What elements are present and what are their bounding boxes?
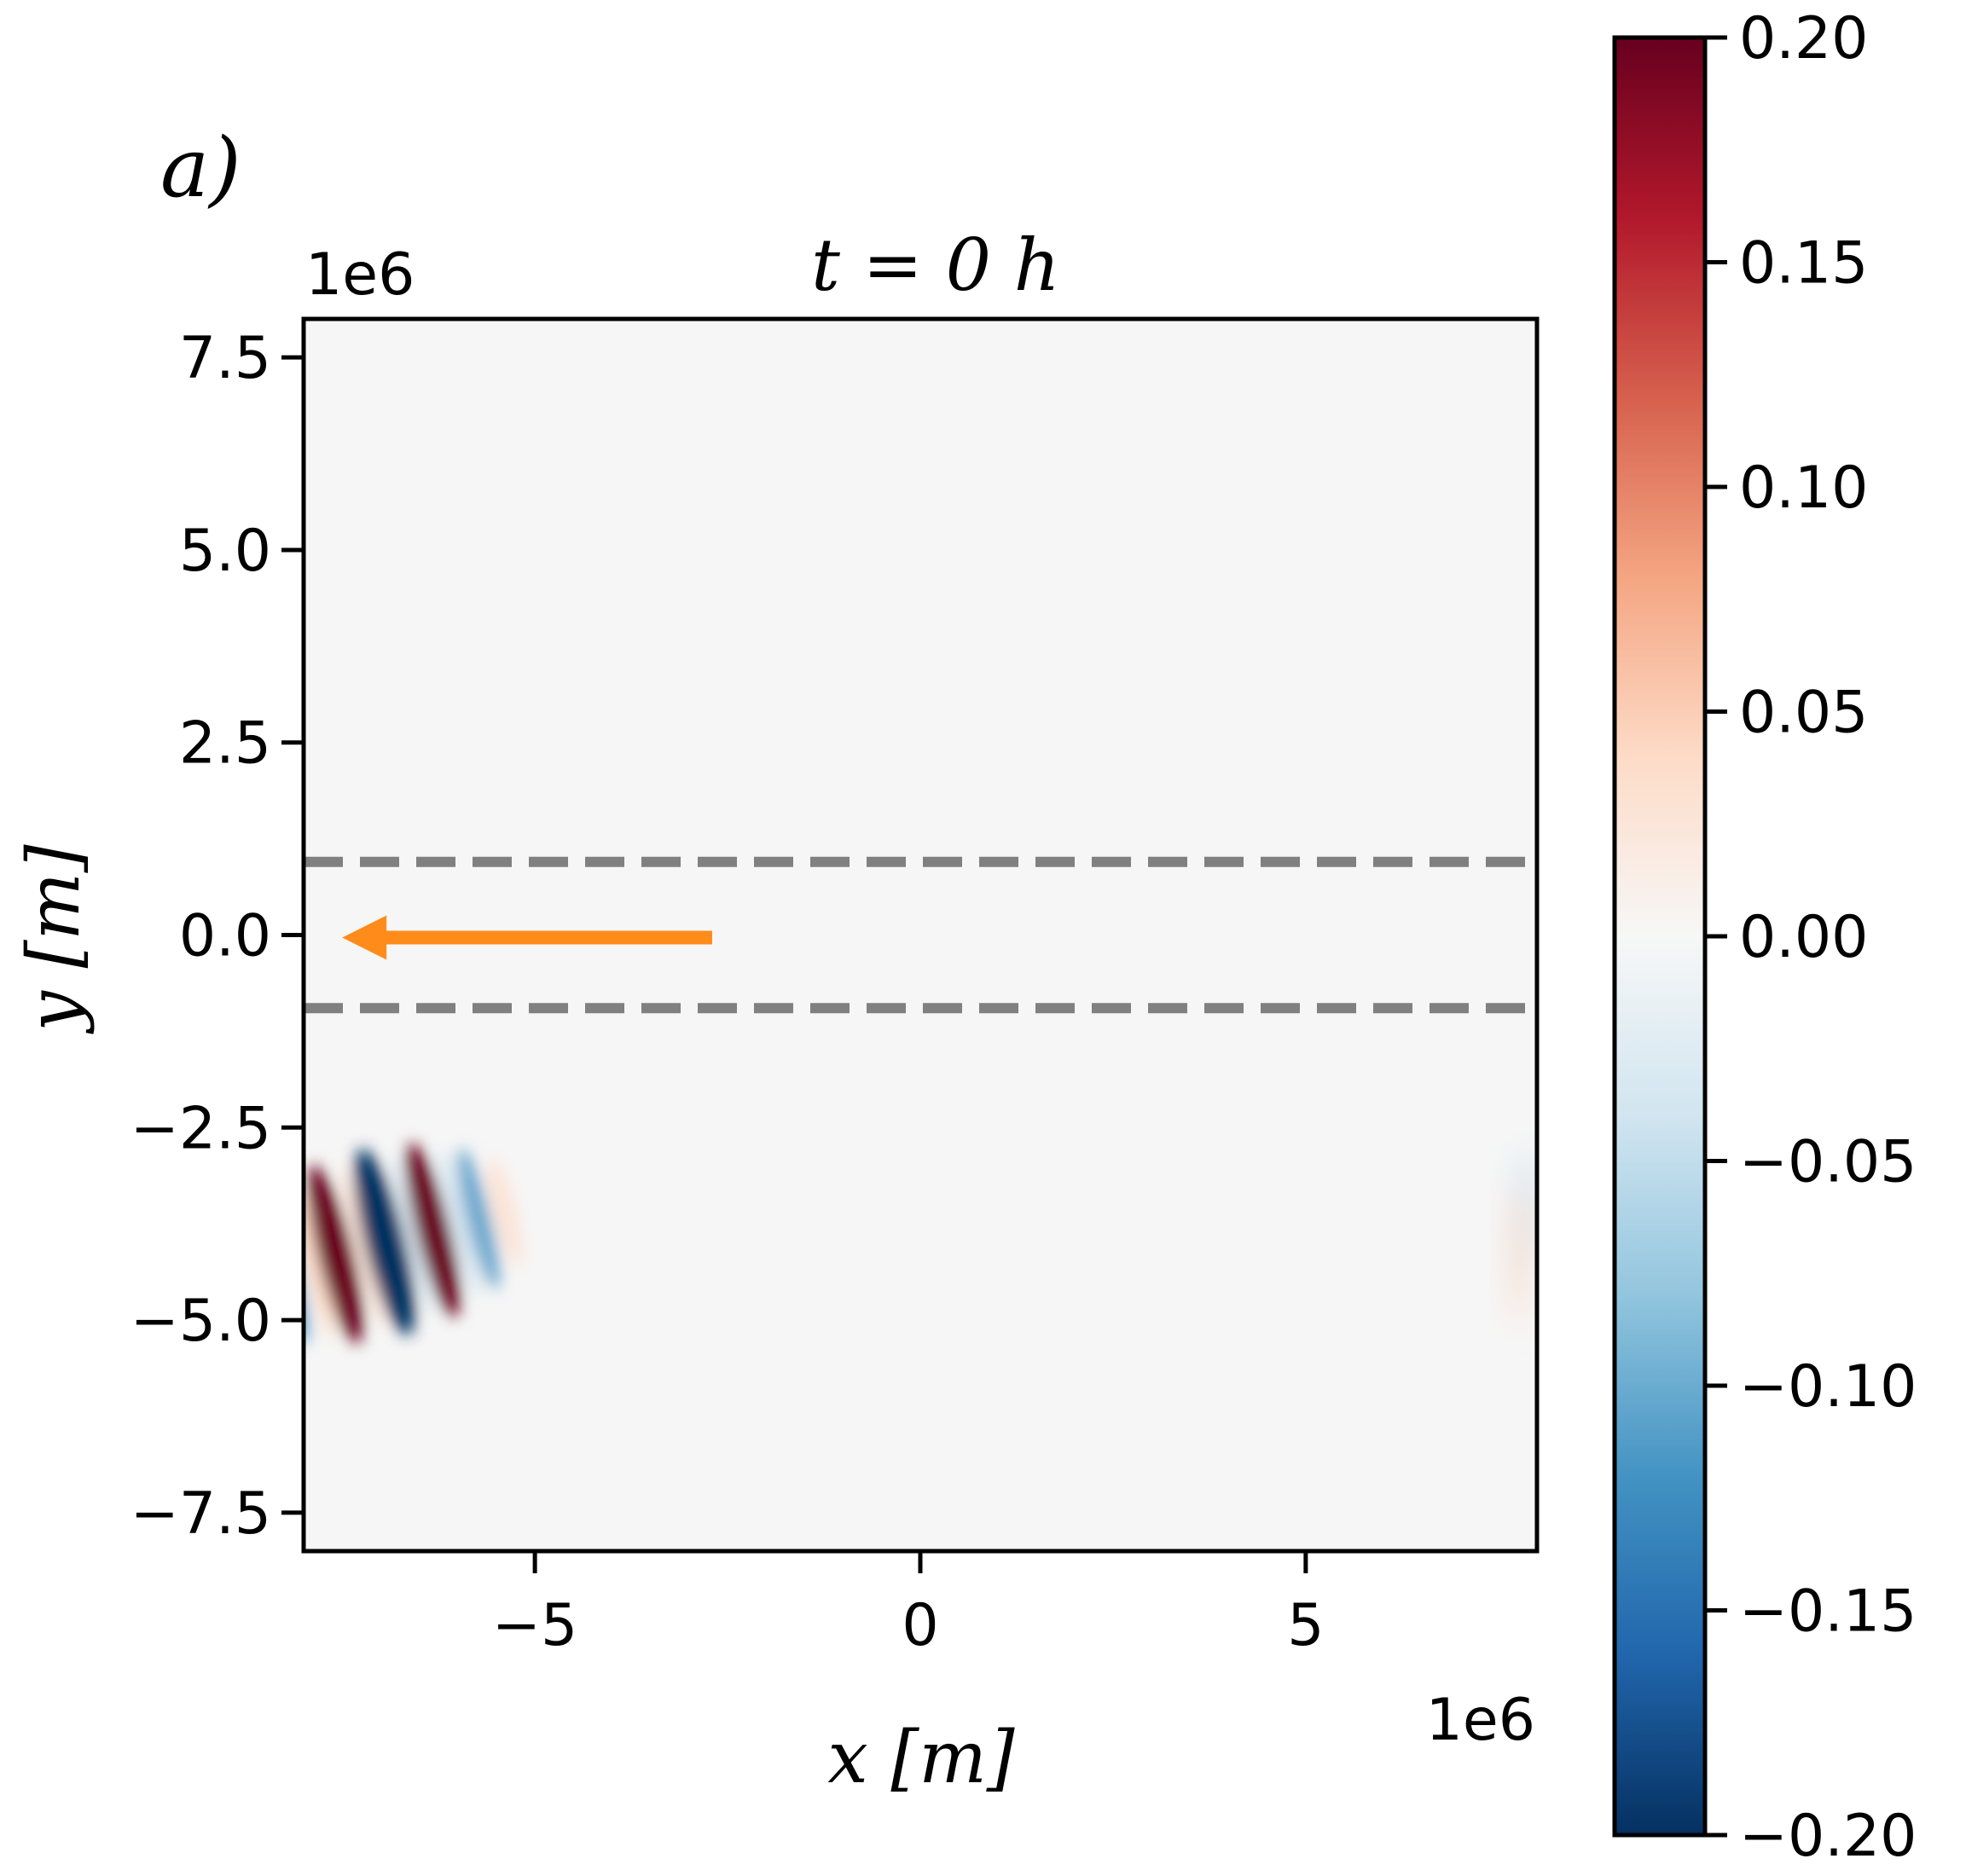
wave-stripe-10: [487, 1158, 523, 1266]
wave-stripe-6: [390, 1152, 434, 1318]
x-tick-label: 0: [902, 1592, 938, 1659]
y-tick-label: 7.5: [179, 325, 271, 392]
x-tick-label: 5: [1287, 1592, 1324, 1659]
colorbar-tick-label: 0.00: [1739, 904, 1868, 971]
wave-faint-red: [1506, 1187, 1534, 1324]
wave-stripe-3: [307, 1165, 363, 1344]
y-tick-label: 5.0: [179, 518, 271, 585]
wave-stripe-4: [340, 1165, 385, 1331]
y-offset-label: 1e6: [305, 241, 415, 309]
direction-arrow: [342, 915, 712, 960]
y-tick-label: 2.5: [179, 710, 271, 778]
y-tick-label: −5.0: [130, 1288, 271, 1355]
colorbar-tick-label: 0.10: [1739, 455, 1868, 522]
wave-stripe-7: [406, 1143, 460, 1317]
colorbar: [1612, 35, 1708, 1838]
arrow-head: [342, 915, 387, 960]
colorbar-tick-label: −0.05: [1739, 1129, 1917, 1196]
y-axis-ticks: 7.5 5.0 2.5 0.0 −2.5 −5.0 −7.5: [130, 325, 304, 1548]
dashed-lines: [304, 856, 1537, 1014]
x-tick-label: −5: [492, 1592, 577, 1659]
colorbar-tick-label: 0.20: [1739, 5, 1868, 72]
wave-stripe-9: [457, 1148, 500, 1289]
wave-packet-wrap: [1506, 1149, 1537, 1324]
y-axis-label: y [m]: [12, 844, 96, 1035]
plot-area: [304, 319, 1537, 1551]
x-offset-label: 1e6: [1426, 1687, 1535, 1754]
wave-packet: [304, 1143, 523, 1344]
colorbar-ticks: 0.20 0.15 0.10 0.05 0.00 −0.05 −0.10 −0.15 −0.20: [1705, 5, 1917, 1870]
colorbar-tick-label: 0.15: [1739, 230, 1868, 298]
panel-label: a): [160, 120, 241, 216]
colorbar-tick-label: −0.20: [1739, 1803, 1917, 1870]
colorbar-tick-label: 0.05: [1739, 680, 1868, 747]
y-tick-label: −2.5: [130, 1095, 271, 1162]
x-axis-label: x [m]: [827, 1716, 1014, 1799]
colorbar-tick-label: −0.10: [1739, 1353, 1917, 1421]
y-tick-label: −7.5: [130, 1480, 271, 1548]
wave-stripe-5: [355, 1149, 415, 1335]
wave-stripe-2: [304, 1181, 335, 1339]
wave-stripes: [304, 1143, 523, 1344]
x-axis-ticks: −5 0 5: [492, 1551, 1325, 1659]
y-tick-label: 0.0: [179, 903, 271, 970]
colorbar-tick-label: −0.15: [1739, 1578, 1917, 1646]
chart-title: t = 0 h: [811, 223, 1060, 307]
wave-stripe-8: [438, 1149, 480, 1299]
